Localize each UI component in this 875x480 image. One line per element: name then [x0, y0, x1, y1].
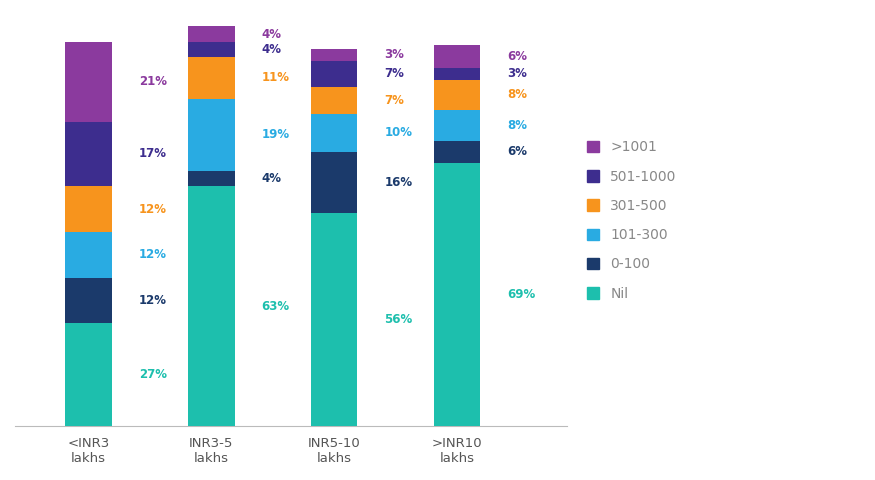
- Bar: [66, 186, 112, 232]
- Bar: [188, 57, 234, 99]
- Bar: [66, 121, 112, 186]
- Text: 10%: 10%: [384, 126, 412, 140]
- Text: 11%: 11%: [262, 71, 290, 84]
- Bar: [311, 213, 358, 426]
- Text: 8%: 8%: [507, 88, 528, 101]
- Bar: [188, 26, 234, 42]
- Legend: >1001, 501-1000, 301-500, 101-300, 0-100, Nil: >1001, 501-1000, 301-500, 101-300, 0-100…: [580, 133, 683, 308]
- Text: 63%: 63%: [262, 300, 290, 312]
- Bar: [311, 152, 358, 213]
- Bar: [311, 114, 358, 152]
- Bar: [434, 80, 480, 110]
- Text: 69%: 69%: [507, 288, 536, 301]
- Text: 4%: 4%: [262, 27, 282, 40]
- Bar: [311, 87, 358, 114]
- Bar: [434, 68, 480, 80]
- Text: 21%: 21%: [139, 75, 167, 88]
- Bar: [434, 141, 480, 163]
- Bar: [434, 163, 480, 426]
- Text: 19%: 19%: [262, 128, 290, 141]
- Bar: [434, 110, 480, 141]
- Bar: [188, 171, 234, 186]
- Bar: [188, 186, 234, 426]
- Bar: [188, 99, 234, 171]
- Bar: [66, 277, 112, 323]
- Text: 16%: 16%: [384, 176, 413, 189]
- Bar: [66, 323, 112, 426]
- Text: 7%: 7%: [384, 68, 404, 81]
- Bar: [66, 232, 112, 277]
- Text: 12%: 12%: [139, 248, 167, 261]
- Text: 7%: 7%: [384, 94, 404, 107]
- Text: 6%: 6%: [507, 145, 528, 158]
- Text: 12%: 12%: [139, 294, 167, 307]
- Bar: [311, 60, 358, 87]
- Text: 3%: 3%: [507, 68, 527, 81]
- Bar: [434, 46, 480, 68]
- Text: 4%: 4%: [262, 43, 282, 56]
- Text: 27%: 27%: [139, 368, 167, 381]
- Text: 8%: 8%: [507, 119, 528, 132]
- Text: 17%: 17%: [139, 147, 167, 160]
- Bar: [66, 42, 112, 121]
- Bar: [188, 42, 234, 57]
- Text: 12%: 12%: [139, 203, 167, 216]
- Bar: [311, 49, 358, 60]
- Text: 3%: 3%: [384, 48, 404, 61]
- Text: 4%: 4%: [262, 172, 282, 185]
- Text: 6%: 6%: [507, 50, 528, 63]
- Text: 56%: 56%: [384, 313, 413, 326]
